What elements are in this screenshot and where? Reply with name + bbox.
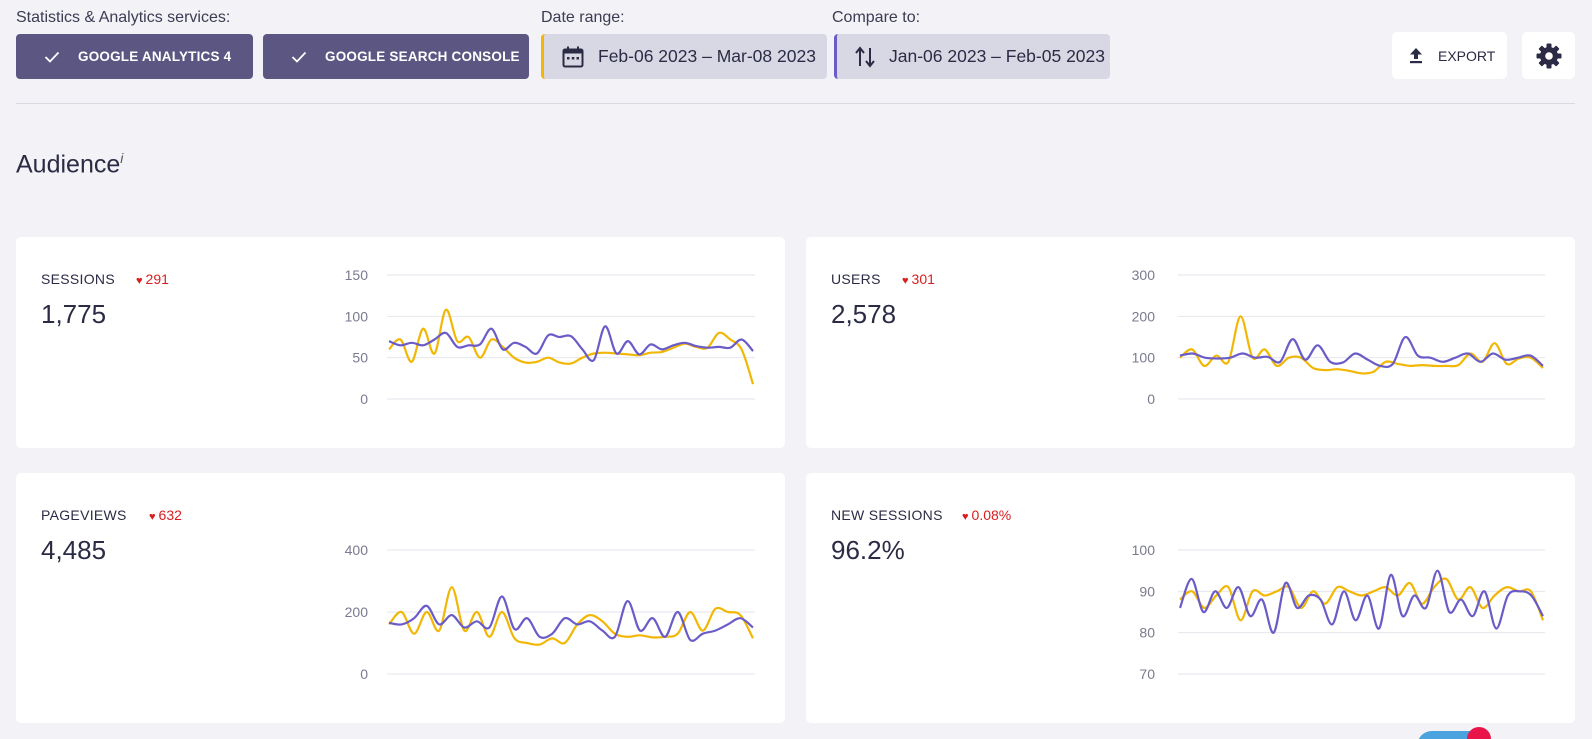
y-tick-label: 70 [1139, 666, 1155, 682]
pageviews-change-value: 632 [158, 507, 182, 523]
google-search-console-label: GOOGLE SEARCH CONSOLE [325, 49, 520, 64]
compare-label: Compare to: [832, 9, 921, 26]
info-icon[interactable]: i [120, 150, 124, 166]
google-search-console-button[interactable]: GOOGLE SEARCH CONSOLE [263, 34, 529, 79]
pageviews-card: PAGEVIEWS ♥ 632 4,485 0 200 400 [16, 473, 785, 723]
y-tick-label: 400 [345, 542, 369, 558]
y-tick-label: 300 [1132, 267, 1156, 283]
pageviews-value: 4,485 [41, 535, 107, 565]
y-tick-label: 50 [352, 350, 368, 366]
new-sessions-card: NEW SESSIONS ♥ 0.08% 96.2% 70 80 90 100 [806, 473, 1575, 723]
section-title-text: Audience [16, 150, 121, 179]
date-range-label: Date range: [541, 9, 625, 26]
y-tick-label: 200 [345, 604, 369, 620]
check-icon [291, 51, 307, 63]
sessions-card: SESSIONS ♥ 291 1,775 0 50 100 150 [16, 237, 785, 448]
chat-widget-button[interactable] [1417, 731, 1487, 739]
y-tick-label: 0 [360, 666, 368, 682]
date-range-value: Feb-06 2023 – Mar-08 2023 [598, 46, 816, 66]
previous-period-line [388, 325, 754, 363]
pageviews-change: ♥ 632 [149, 507, 182, 523]
sessions-metric-label: SESSIONS [41, 271, 115, 287]
current-period-line [1179, 577, 1545, 622]
y-tick-label: 0 [360, 391, 368, 407]
export-button[interactable]: EXPORT [1392, 32, 1507, 79]
y-tick-label: 100 [345, 308, 369, 324]
previous-period-line [1178, 569, 1544, 634]
new-sessions-change-value: 0.08% [971, 507, 1012, 523]
sessions-value: 1,775 [41, 299, 107, 329]
current-period-line [388, 586, 754, 646]
current-period-line [1179, 315, 1544, 375]
new-sessions-change: ♥ 0.08% [962, 507, 1011, 523]
upload-icon [1410, 48, 1422, 64]
sessions-change: ♥ 291 [136, 271, 169, 287]
new-sessions-chart: 70 80 90 100 [1132, 542, 1545, 682]
heart-icon: ♥ [136, 275, 143, 287]
new-sessions-metric-label: NEW SESSIONS [831, 507, 943, 523]
pageviews-chart: 0 200 400 [345, 542, 755, 682]
y-tick-label: 90 [1139, 583, 1155, 599]
heart-icon: ♥ [902, 275, 909, 287]
users-chart: 0 100 200 300 [1132, 267, 1545, 407]
compare-range-value: Jan-06 2023 – Feb-05 2023 [889, 46, 1105, 66]
y-tick-label: 80 [1139, 625, 1155, 641]
section-title: Audiencei [16, 150, 123, 179]
sessions-chart: 0 50 100 150 [345, 267, 755, 407]
settings-button[interactable] [1522, 32, 1575, 79]
calendar-icon [562, 46, 584, 67]
users-metric-label: USERS [831, 271, 881, 287]
y-tick-label: 100 [1132, 542, 1156, 558]
gear-icon [1536, 43, 1561, 68]
header-divider [16, 103, 1575, 104]
compare-range-picker[interactable]: Jan-06 2023 – Feb-05 2023 [834, 34, 1110, 79]
notification-badge [1467, 727, 1491, 739]
date-range-picker[interactable]: Feb-06 2023 – Mar-08 2023 [541, 34, 827, 79]
y-tick-label: 200 [1132, 308, 1156, 324]
services-label: Statistics & Analytics services: [16, 9, 231, 26]
google-analytics-4-button[interactable]: GOOGLE ANALYTICS 4 [16, 34, 253, 79]
previous-period-line [1179, 335, 1544, 369]
previous-period-line [388, 595, 754, 642]
users-card: USERS ♥ 301 2,578 0 100 200 300 [806, 237, 1575, 448]
new-sessions-value: 96.2% [831, 535, 905, 565]
y-tick-label: 0 [1147, 391, 1155, 407]
heart-icon: ♥ [149, 511, 156, 523]
google-analytics-4-label: GOOGLE ANALYTICS 4 [78, 49, 232, 64]
y-tick-label: 150 [345, 267, 369, 283]
users-change-value: 301 [911, 271, 935, 287]
export-label: EXPORT [1438, 47, 1496, 64]
users-change: ♥ 301 [902, 271, 935, 287]
sessions-change-value: 291 [145, 271, 169, 287]
swap-icon [855, 45, 875, 68]
users-value: 2,578 [831, 299, 897, 329]
pageviews-metric-label: PAGEVIEWS [41, 507, 127, 523]
heart-icon: ♥ [962, 511, 969, 523]
check-icon [44, 51, 60, 63]
y-tick-label: 100 [1132, 350, 1156, 366]
